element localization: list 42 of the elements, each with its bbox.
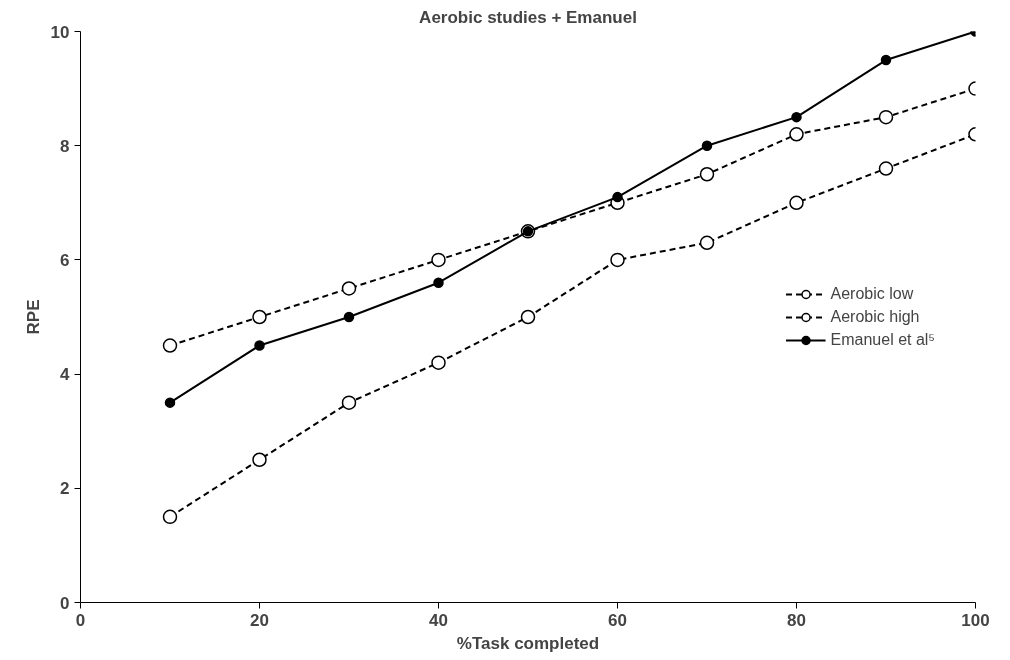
y-tick-label: 4 [60, 365, 71, 385]
y-axis-title: RPE [23, 299, 43, 335]
point [162, 509, 178, 525]
point [341, 281, 357, 296]
x-tick-label: 20 [250, 610, 269, 630]
y-tick-label: 8 [60, 136, 70, 156]
legend-label: Aerobic high [830, 307, 920, 326]
chart-title: Aerobic studies + Emanuel [419, 7, 637, 27]
y-tick-label: 6 [60, 250, 70, 270]
point [701, 140, 713, 151]
point [880, 54, 892, 66]
x-tick-label: 80 [787, 610, 806, 630]
point [252, 309, 267, 325]
y-tick-label: 10 [50, 22, 70, 42]
point [252, 452, 267, 467]
y-tick-label: 0 [60, 593, 70, 613]
point [341, 395, 357, 410]
point [431, 252, 446, 268]
point [610, 252, 625, 268]
point [431, 355, 446, 370]
y-tick-label: 2 [60, 479, 70, 499]
point [699, 167, 715, 182]
point [254, 340, 265, 351]
point [164, 397, 176, 408]
point [612, 191, 623, 203]
point [791, 111, 802, 123]
point [433, 277, 444, 288]
x-tick-label: 100 [961, 610, 990, 630]
point [878, 161, 894, 176]
legend-label: Emanuel et al⁵ [830, 330, 935, 349]
legend-label: Aerobic low [830, 284, 914, 303]
point [343, 311, 355, 323]
point [699, 235, 715, 251]
point [520, 309, 536, 325]
point [789, 127, 804, 142]
x-tick-label: 0 [75, 610, 86, 630]
point [162, 338, 178, 353]
x-axis-title: %Task completed [456, 633, 600, 653]
point [878, 109, 894, 125]
point [789, 195, 804, 211]
x-tick-label: 60 [608, 610, 627, 630]
x-tick-label: 40 [429, 610, 448, 630]
